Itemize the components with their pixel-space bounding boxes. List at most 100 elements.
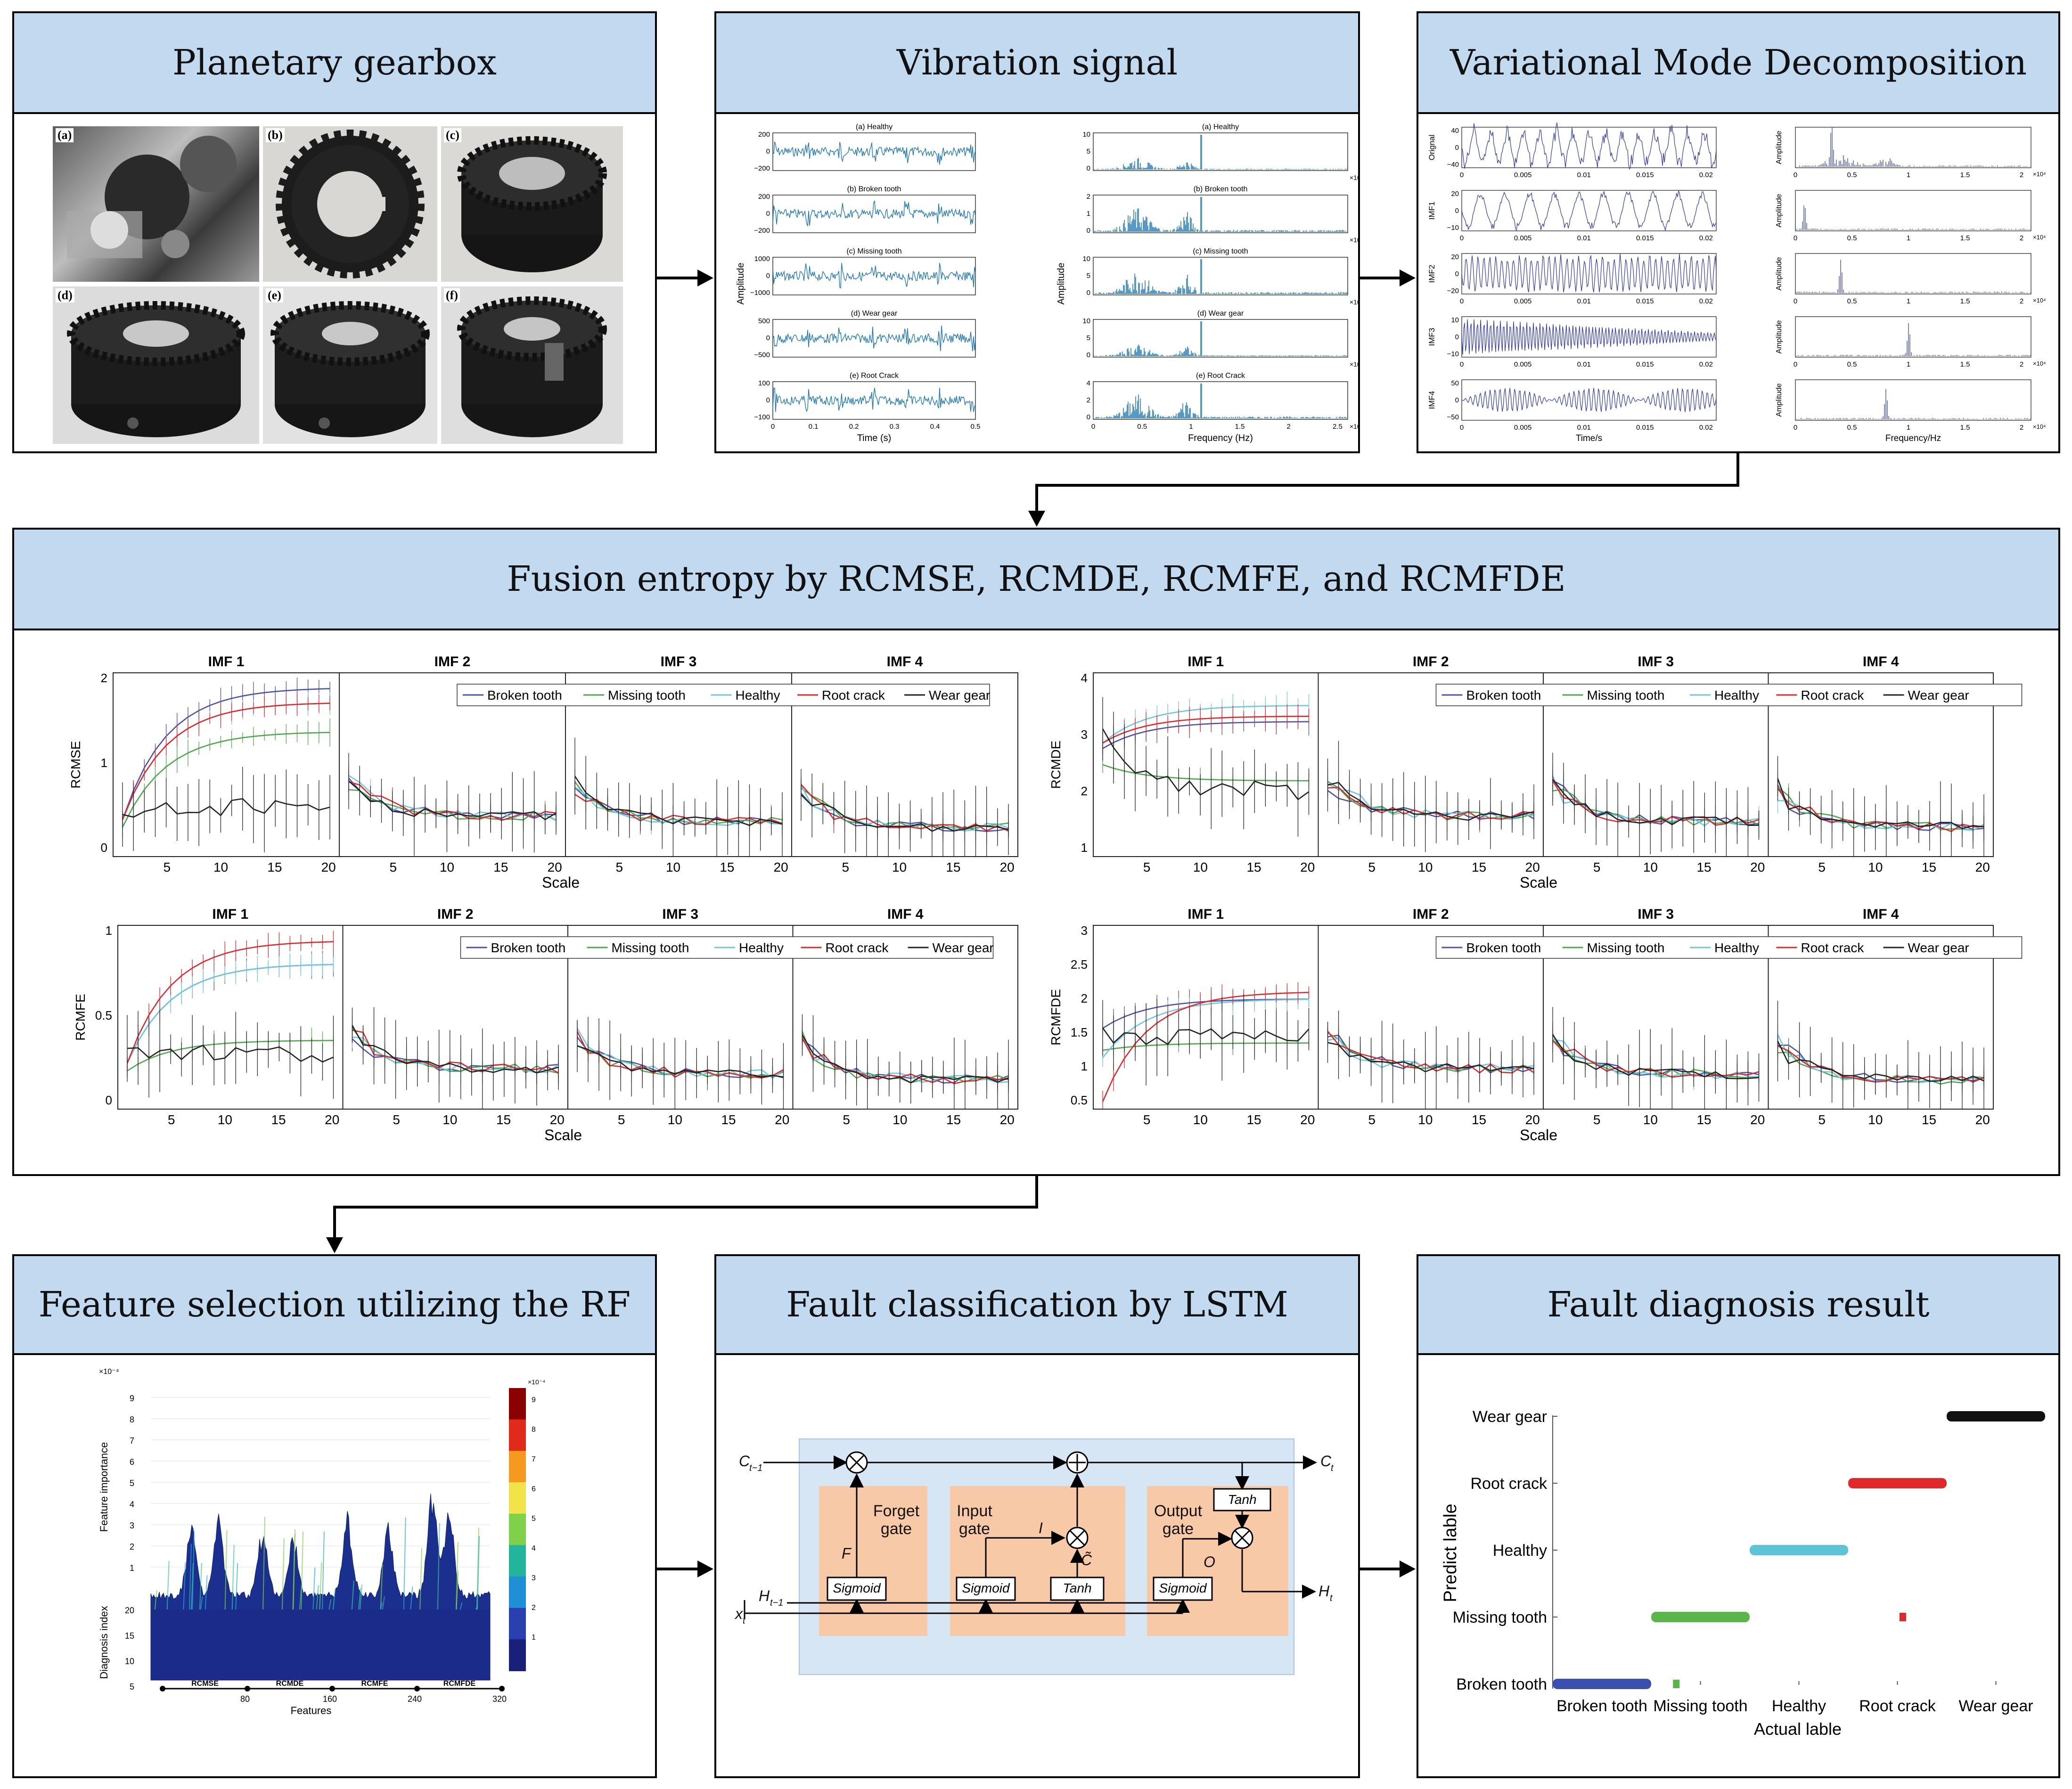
arrow-head [1400,1560,1416,1577]
y-tick-label: −200 [754,164,770,172]
surface-highlight [205,1575,208,1610]
x-tick-label: 0.015 [1636,234,1654,242]
x-tick-label: 0.02 [1699,171,1713,179]
series-line [1102,1027,1310,1046]
z-tick-label: 6 [130,1457,134,1467]
axis-exponent: ×10⁴ [1350,174,1358,181]
series-line [1102,1042,1309,1051]
x-tick-label: 1 [1907,424,1910,432]
colorbar-segment [509,1388,526,1420]
imf-spectrum [1795,260,2031,293]
colorbar-segment [509,1577,526,1609]
x-tick-label: 0.02 [1699,424,1713,432]
series-line [1552,780,1759,825]
y-tick-label: 1 [1081,1059,1088,1073]
x-tick-label: 0.02 [1699,234,1713,242]
y-axis-label: Amplitude [1775,257,1783,290]
y-tick-label: 0 [766,334,770,342]
colorbar-tick: 2 [532,1604,536,1612]
y-axis-label: Amplitude [1775,194,1783,227]
colorbar-tick: 3 [532,1574,536,1582]
x-tick-label: 20 [1525,1112,1540,1127]
y-tick-label: 2 [1081,784,1088,798]
imf-trace [1461,388,1717,412]
colorbar-tick: 5 [532,1515,536,1523]
surface-highlight [262,1517,266,1610]
y-tick-label: 1000 [754,255,770,263]
x-tick-label: 0.4 [930,423,940,431]
y-tick-label: 20 [1451,253,1459,261]
axis-exponent: ×10⁴ [2033,423,2046,430]
x-tick-label: 2.5 [1333,423,1343,431]
photo-a: (a) [53,126,259,282]
series-line [1102,728,1310,801]
vmd-row-label: IMF3 [1427,328,1436,346]
diagnosis-result-plot: Broken tooth Missing tooth Healthy Root cra… [1441,1408,2045,1739]
prediction-band [1553,1679,1651,1689]
y-tick-label: 0.5 [1071,1093,1088,1107]
x-tick-label: 10 [442,1112,457,1127]
x-tick-label: 5 [1143,860,1151,874]
y-tick-label: 3 [1081,727,1088,742]
x-tick-label: 5 [1818,860,1826,874]
y-tick-label: 4 [1087,379,1090,387]
surface-highlight [419,1548,423,1610]
photo-label-c: (c) [444,128,461,142]
x-tick-label: 5 [1368,860,1376,874]
series-line [1102,721,1309,749]
entropy-ylabel: RCMDE [1048,741,1063,789]
surface-highlight [476,1528,479,1610]
y-tick-label: 0 [101,841,107,855]
x-tick-label: 10 [1418,860,1433,874]
c-prev-label: C [739,1453,750,1470]
photo-d: (d) [53,286,259,444]
surface-highlight [166,1560,170,1610]
y-tick-label: −500 [754,351,770,359]
y-axis-label: Amplitude [736,263,746,305]
y-tick-label: 10 [125,1657,134,1666]
signal-trace [772,263,976,289]
x-tick-label: 2 [1287,423,1291,431]
x-tick-label: 1 [1907,360,1910,368]
spectrum-trace [1093,135,1348,170]
x-tick-label: 20 [1300,1112,1315,1127]
y-tick-label: −200 [754,227,770,235]
colorbar-tick: 9 [532,1396,536,1404]
panel-title: Feature selection utilizing the RF [14,1256,655,1355]
y-tick-label: 200 [758,131,770,139]
x-tick-label: 0 [1091,423,1095,431]
x-tick-label: 15 [946,860,960,874]
legend-box [1435,684,2023,706]
y-tick-label: 0.5 [95,1008,112,1022]
panel-planetary-gearbox: Planetary gearbox (a) (b) (c) (d) (e) (f… [12,11,657,453]
y-tick-label: 3 [1081,923,1088,938]
series-line [127,1044,334,1063]
x-tick-label: 0.02 [1699,297,1713,305]
surface-highlight [333,1589,336,1610]
x-tick-label: 10 [1643,1112,1658,1127]
x-tick-label: 10 [1193,860,1208,874]
surface-highlight [235,1563,238,1610]
imf-spectrum [1795,205,2031,230]
signal-trace [772,200,976,227]
colorbar-tick: 8 [532,1426,536,1434]
legend-box [1435,936,2023,959]
surface-highlight [477,1536,480,1610]
imf-title: IMF 2 [434,654,471,670]
imf-title: IMF 4 [887,907,924,922]
h-out-label: H [1319,1583,1330,1600]
sigmoid-box-forget [827,1577,887,1601]
x-tick-label: 0.02 [1699,360,1713,368]
series-line [801,784,1009,832]
legend-label: Missing tooth [608,688,686,703]
y-axis-label: Predict lable [1441,1503,1460,1602]
y-tick-label: 2 [101,671,107,685]
subplot-frame [1795,379,2031,421]
imf-title: IMF 3 [1638,907,1674,922]
x-input-sub: t [743,1616,746,1626]
y-tick-label: 100 [758,379,770,387]
x-tick-label: 5 [843,1112,850,1127]
photo-label-d: (d) [56,288,74,302]
series-line [1327,1037,1534,1071]
